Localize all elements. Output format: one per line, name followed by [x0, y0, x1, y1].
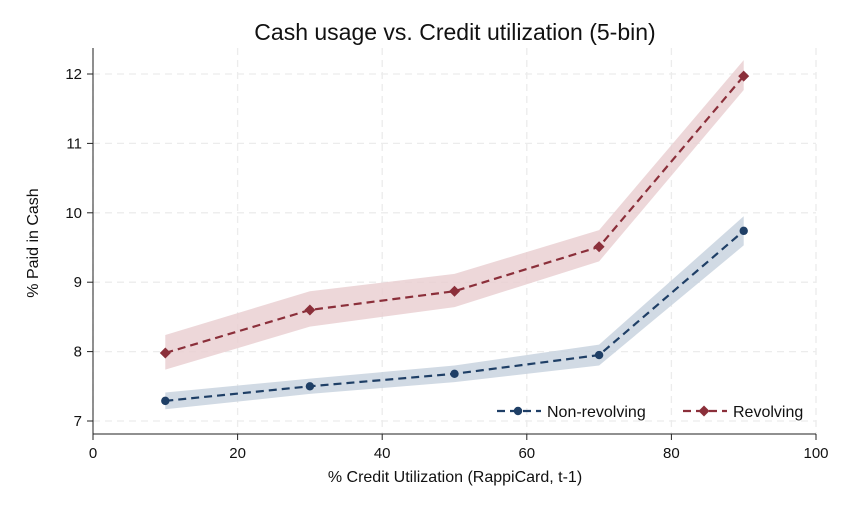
- legend-revolving-marker: [698, 405, 710, 417]
- x-tick-label: 60: [518, 445, 535, 462]
- revolving-confidence-band: [165, 60, 744, 370]
- revolving-point: [159, 347, 171, 359]
- y-tick-label: 8: [74, 344, 82, 361]
- axes: 0 20 40 60 80 100 7 8 9 10 11 12: [65, 48, 829, 462]
- revolving-line: [164, 75, 745, 355]
- x-tick-label: 80: [663, 445, 680, 462]
- non-revolving-point: [594, 350, 604, 360]
- x-tick-label: 20: [229, 445, 246, 462]
- y-tick-label: 7: [74, 413, 82, 430]
- series-markers: [159, 70, 750, 406]
- non-revolving-point: [305, 382, 315, 391]
- non-revolving-point: [161, 396, 170, 406]
- revolving-point: [593, 241, 605, 253]
- legend-non-revolving-label: Non-revolving: [547, 404, 646, 421]
- y-tick-label: 10: [65, 205, 82, 222]
- revolving-point: [738, 70, 750, 82]
- legend-non-revolving-marker: [513, 406, 523, 416]
- revolving-point: [304, 304, 316, 316]
- y-axis-label: % Paid in Cash: [25, 188, 42, 297]
- non-revolving-point: [739, 226, 748, 236]
- x-tick-label: 100: [803, 445, 828, 462]
- non-revolving-point: [450, 369, 459, 379]
- y-tick-label: 11: [66, 135, 82, 152]
- y-tick-label: 12: [65, 66, 82, 83]
- confidence-bands: [165, 60, 744, 410]
- revolving-point: [449, 285, 460, 297]
- non-revolving-confidence-band: [165, 216, 744, 410]
- legend-revolving-label: Revolving: [733, 404, 803, 421]
- chart-title: Cash usage vs. Credit utilization (5-bin…: [254, 19, 655, 45]
- legend: Non-revolving Revolving: [497, 404, 803, 421]
- y-tick-label: 9: [74, 274, 82, 291]
- x-axis-label: % Credit Utilization (RappiCard, t-1): [328, 469, 582, 486]
- x-tick-label: 0: [89, 445, 97, 462]
- x-tick-label: 40: [374, 445, 391, 462]
